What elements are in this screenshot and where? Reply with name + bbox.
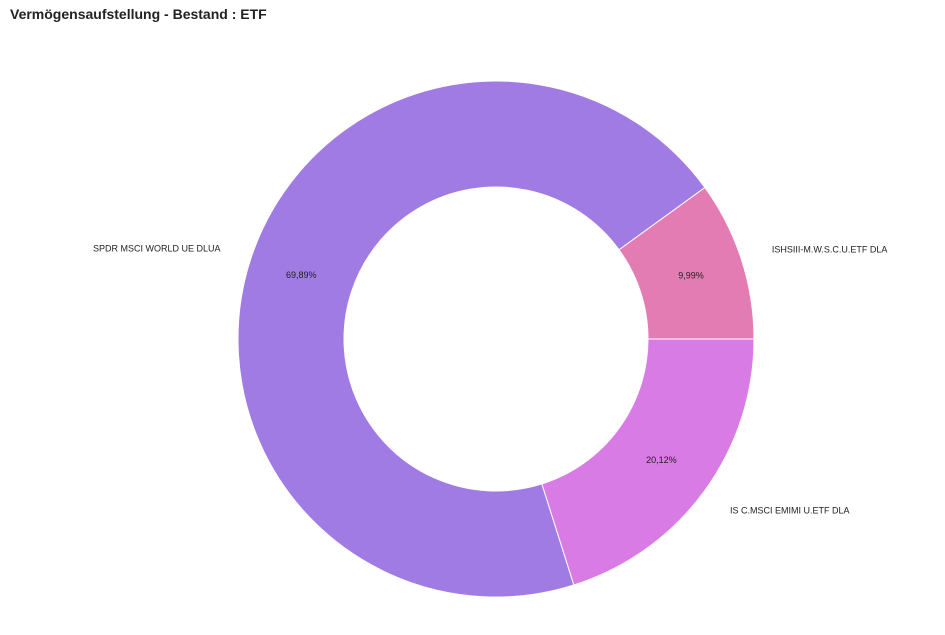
slice-category-label-2: IS C.MSCI EMIMI U.ETF DLA xyxy=(730,505,850,515)
slice-1[interactable] xyxy=(237,80,706,598)
labels-layer: 9,99% ISHSIII-M.W.S.C.U.ETF DLA 69,89% SPDR… xyxy=(93,243,887,515)
slice-value-label-2: 20,12% xyxy=(646,455,677,465)
slices-layer xyxy=(237,80,755,598)
slice-2[interactable] xyxy=(541,338,755,586)
chart-title: Vermögensaufstellung - Bestand : ETF xyxy=(10,6,267,22)
slice-category-label-1: SPDR MSCI WORLD UE DLUA xyxy=(93,243,221,253)
slice-value-label-1: 69,89% xyxy=(286,270,317,280)
slice-value-label-0: 9,99% xyxy=(678,271,704,281)
slice-category-label-0: ISHSIII-M.W.S.C.U.ETF DLA xyxy=(772,244,888,254)
